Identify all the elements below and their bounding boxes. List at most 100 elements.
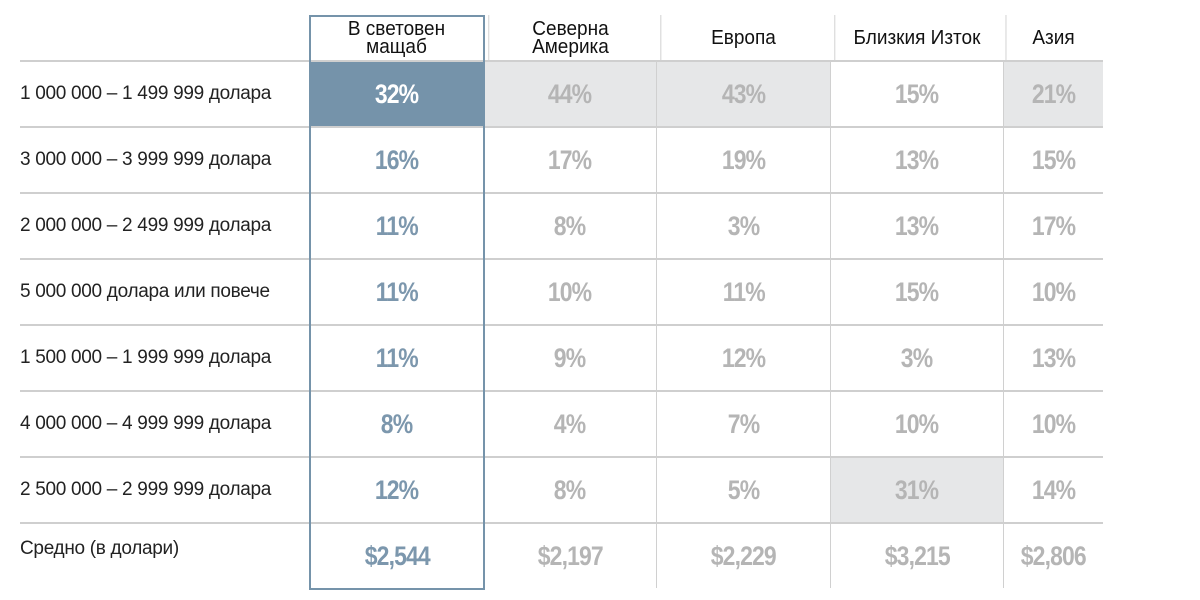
region-value-cell: 43% — [656, 60, 830, 126]
column-header-label: Азия — [1032, 26, 1075, 49]
column-header: Европа — [660, 15, 825, 60]
column-header-label: В световен мащаб — [347, 17, 446, 58]
row-label: 3 000 000 – 3 999 999 долара — [20, 126, 309, 192]
column-header: Близкия Изток — [834, 15, 998, 60]
global-value-cell: 16% — [309, 126, 484, 192]
region-value-cell: 3% — [830, 324, 1003, 390]
region-value-cell: 15% — [830, 258, 1003, 324]
global-value-cell: 8% — [309, 390, 484, 456]
global-value-cell: 11% — [309, 258, 484, 324]
row-label: 2 000 000 – 2 499 999 долара — [20, 192, 309, 258]
value-label: 16% — [375, 144, 419, 175]
region-value-cell: 17% — [1003, 192, 1103, 258]
value-label: 13% — [1031, 342, 1076, 373]
value-label: 44% — [548, 78, 592, 109]
value-label: 4% — [554, 408, 586, 439]
header-corner — [27, 15, 302, 60]
region-value-cell: 9% — [484, 324, 656, 390]
value-label: 11% — [375, 276, 419, 307]
column-header-label: Близкия Изток — [853, 26, 981, 49]
column-header-label: Европа — [711, 26, 776, 49]
value-label: 13% — [895, 210, 939, 241]
region-value-cell: 15% — [830, 60, 1003, 126]
region-value-cell: 4% — [484, 390, 656, 456]
region-value-cell: 13% — [1003, 324, 1103, 390]
region-value-cell: 19% — [656, 126, 830, 192]
global-value-cell: 12% — [309, 456, 484, 522]
region-value-cell: 10% — [830, 390, 1003, 456]
region-value-cell: 8% — [484, 456, 656, 522]
region-value-cell: 13% — [830, 192, 1003, 258]
value-label: 9% — [554, 342, 586, 373]
column-header: Северна Америка — [488, 15, 651, 60]
global-value-cell: $2,544 — [309, 522, 484, 588]
value-label: 11% — [375, 342, 419, 373]
region-value-cell: $2,806 — [1003, 522, 1103, 588]
global-value-cell: 11% — [309, 192, 484, 258]
region-value-cell: 5% — [656, 456, 830, 522]
column-header: Азия — [1005, 15, 1101, 60]
value-label: $2,229 — [710, 540, 777, 571]
region-value-cell: 31% — [830, 456, 1003, 522]
region-value-cell: 17% — [484, 126, 656, 192]
value-label: 15% — [895, 276, 939, 307]
value-label: $2,806 — [1020, 540, 1087, 571]
row-label: 4 000 000 – 4 999 999 долара — [20, 390, 309, 456]
value-label: 19% — [721, 144, 766, 175]
row-label: 1 500 000 – 1 999 999 долара — [20, 324, 309, 390]
value-label: 17% — [548, 144, 592, 175]
row-label: 1 000 000 – 1 499 999 долара — [20, 60, 309, 126]
value-label: $2,544 — [364, 540, 430, 571]
value-label: 3% — [901, 342, 933, 373]
row-label: 2 500 000 – 2 999 999 долара — [20, 456, 309, 522]
region-value-cell: 10% — [484, 258, 656, 324]
value-label: 13% — [895, 144, 939, 175]
value-label: 8% — [554, 474, 586, 505]
value-label: 15% — [895, 78, 939, 109]
region-value-cell: 12% — [656, 324, 830, 390]
region-value-cell: 7% — [656, 390, 830, 456]
region-value-cell: $2,197 — [484, 522, 656, 588]
value-label: 12% — [375, 474, 419, 505]
value-label: 5% — [727, 474, 760, 505]
value-label: 14% — [1031, 474, 1076, 505]
value-label: 32% — [375, 78, 419, 109]
column-header-label: Северна Америка — [532, 17, 609, 58]
column-header: В световен мащаб — [313, 15, 479, 60]
region-value-cell: 8% — [484, 192, 656, 258]
region-value-cell: 11% — [656, 258, 830, 324]
region-value-cell: 14% — [1003, 456, 1103, 522]
region-value-cell: 13% — [830, 126, 1003, 192]
value-label: 11% — [722, 276, 765, 307]
data-table: В световен мащаб Северна Америка Европа Бли… — [20, 15, 1103, 588]
region-value-cell: 44% — [484, 60, 656, 126]
region-value-cell: 10% — [1003, 390, 1103, 456]
value-label: 8% — [381, 408, 413, 439]
global-value-cell: 11% — [309, 324, 484, 390]
value-label: 3% — [727, 210, 760, 241]
region-value-cell: 10% — [1003, 258, 1103, 324]
region-value-cell: $3,215 — [830, 522, 1003, 588]
value-label: 43% — [721, 78, 766, 109]
value-label: $2,197 — [537, 540, 603, 571]
value-label: 8% — [554, 210, 586, 241]
value-label: 15% — [1031, 144, 1076, 175]
row-label: Средно (в долари) — [20, 522, 309, 588]
row-label: 5 000 000 долара или повече — [20, 258, 309, 324]
value-label: 10% — [548, 276, 592, 307]
value-label: 31% — [895, 474, 939, 505]
region-value-cell: 21% — [1003, 60, 1103, 126]
region-value-cell: $2,229 — [656, 522, 830, 588]
value-label: 17% — [1031, 210, 1076, 241]
value-label: 10% — [895, 408, 939, 439]
region-value-cell: 3% — [656, 192, 830, 258]
value-label: 7% — [727, 408, 760, 439]
region-value-cell: 15% — [1003, 126, 1103, 192]
value-label: 10% — [1031, 276, 1076, 307]
value-label: 12% — [721, 342, 766, 373]
value-label: $3,215 — [884, 540, 950, 571]
value-label: 11% — [375, 210, 419, 241]
value-label: 10% — [1031, 408, 1076, 439]
value-label: 21% — [1031, 78, 1076, 109]
global-value-cell: 32% — [309, 60, 484, 126]
